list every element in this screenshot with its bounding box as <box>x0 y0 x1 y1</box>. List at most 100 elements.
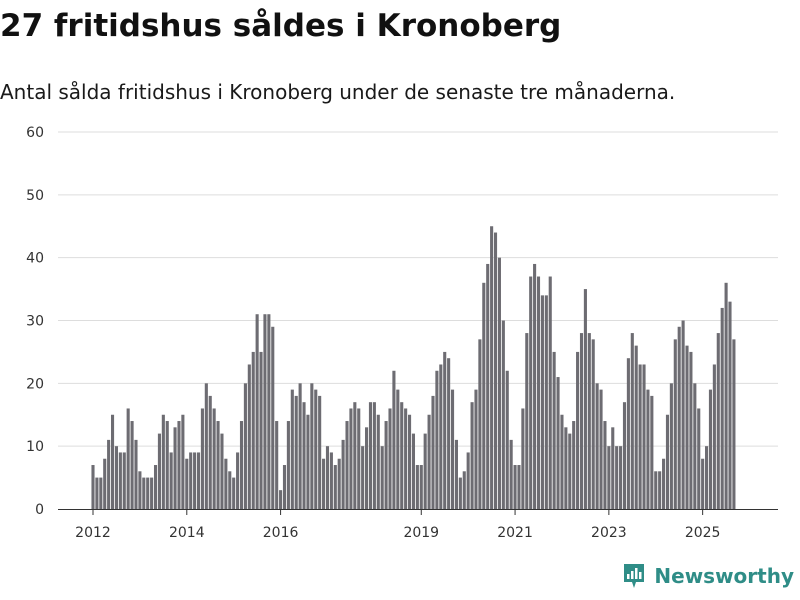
bar <box>376 414 380 509</box>
bar <box>372 402 376 509</box>
bar <box>161 414 165 509</box>
bar <box>564 427 568 509</box>
data-label-background <box>729 0 752 17</box>
bar <box>665 414 670 509</box>
bar <box>208 395 212 509</box>
bar <box>490 226 494 509</box>
bar <box>548 276 552 509</box>
bar <box>525 333 529 509</box>
bar <box>310 383 314 509</box>
chart-title: 27 fritidshus såldes i Kronoberg <box>0 8 562 44</box>
bar <box>138 471 142 509</box>
bar <box>529 276 533 509</box>
bar <box>540 295 544 509</box>
bar <box>650 395 654 509</box>
bar <box>658 471 662 509</box>
bar <box>392 370 396 509</box>
bar <box>646 389 650 509</box>
bar <box>134 439 138 509</box>
bar <box>505 370 509 509</box>
bar <box>470 402 474 509</box>
bar <box>697 408 701 509</box>
bar <box>368 402 373 509</box>
bar <box>396 389 400 509</box>
x-tick-label: 2025 <box>685 525 721 541</box>
bar <box>689 351 693 509</box>
bar <box>579 333 584 509</box>
bar <box>349 408 353 509</box>
x-tick-label: 2023 <box>591 525 627 541</box>
bar <box>298 383 302 509</box>
bar <box>110 414 115 509</box>
bar <box>431 395 435 509</box>
bar <box>181 414 185 509</box>
bar <box>99 477 103 509</box>
bar <box>544 295 548 509</box>
bar <box>286 421 290 509</box>
x-tick-label: 2019 <box>403 525 439 541</box>
bar <box>239 421 244 509</box>
bar <box>247 364 251 509</box>
bar <box>322 458 326 509</box>
bar <box>243 383 247 509</box>
bar <box>701 458 705 509</box>
bar <box>638 364 642 509</box>
bar <box>275 421 279 509</box>
bar <box>294 395 298 509</box>
bar <box>318 395 322 509</box>
bar <box>572 421 576 509</box>
bar <box>419 465 423 509</box>
bar <box>533 263 537 509</box>
bar <box>583 289 587 509</box>
bar <box>423 433 427 509</box>
bar <box>91 465 95 509</box>
bar <box>466 452 470 509</box>
bar <box>400 402 404 509</box>
bar <box>337 458 341 509</box>
bar <box>204 383 208 509</box>
bar <box>513 465 517 509</box>
bar <box>693 383 697 509</box>
bar <box>521 408 525 509</box>
bar <box>712 364 716 509</box>
bar <box>576 351 580 509</box>
newsworthy-brand[interactable]: Newsworthy <box>622 562 794 590</box>
bar <box>259 351 263 509</box>
bar <box>325 446 330 509</box>
y-axis-ticks: 0 10 20 30 40 50 60 <box>26 125 44 518</box>
bar <box>552 351 556 509</box>
bar <box>708 389 713 509</box>
bar <box>603 421 607 509</box>
bar <box>263 314 267 509</box>
bar <box>279 490 283 509</box>
y-tick-label: 50 <box>26 188 44 204</box>
bar <box>720 307 724 509</box>
bar <box>388 408 392 509</box>
bar <box>329 452 333 509</box>
bar <box>290 389 294 509</box>
bar <box>611 427 615 509</box>
bar <box>662 458 666 509</box>
bar <box>411 433 416 509</box>
bar <box>595 383 599 509</box>
bar <box>189 452 193 509</box>
bar <box>677 326 681 509</box>
data-labels: 27 <box>729 0 752 17</box>
bar <box>142 477 146 509</box>
bar <box>380 446 384 509</box>
bar <box>619 446 623 509</box>
bar <box>615 446 619 509</box>
x-axis: 2012 2014 2016 2019 2021 2023 2025 <box>58 509 778 541</box>
y-tick-label: 10 <box>26 439 44 455</box>
bar <box>384 421 388 509</box>
bar <box>365 427 369 509</box>
y-tick-label: 30 <box>26 314 44 330</box>
bar <box>443 351 447 509</box>
newsworthy-logo-icon <box>624 564 645 588</box>
y-tick-label: 0 <box>35 502 44 518</box>
y-tick-label: 20 <box>26 376 44 392</box>
bar <box>357 408 361 509</box>
bar <box>200 408 204 509</box>
bar <box>568 433 572 509</box>
bar <box>232 477 236 509</box>
